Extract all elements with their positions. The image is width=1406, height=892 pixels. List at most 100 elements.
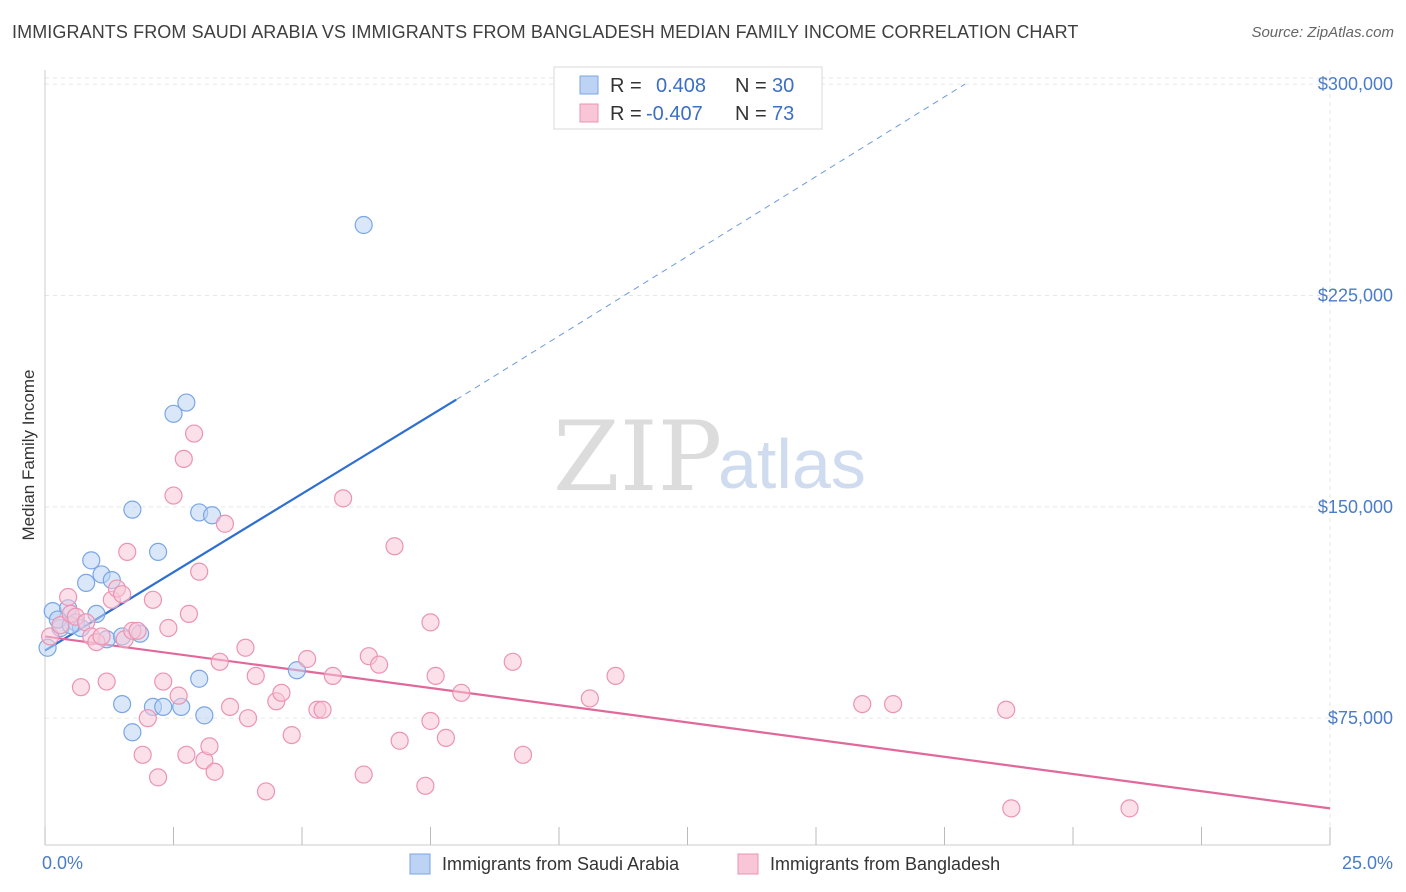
saudi-point-21 bbox=[202, 506, 222, 525]
bangladesh-point-9 bbox=[92, 627, 111, 646]
legend-n-value-1: 30 bbox=[772, 75, 794, 97]
bangladesh-point-21 bbox=[148, 768, 168, 787]
bangladesh-point-35 bbox=[215, 514, 234, 533]
y-tick-label-2: $225,000 bbox=[1318, 285, 1393, 305]
bottom-legend-swatch-saudi bbox=[409, 853, 431, 875]
bangladesh-point-13 bbox=[112, 585, 132, 604]
bangladesh-point-17 bbox=[128, 621, 147, 640]
bangladesh-point-20 bbox=[143, 590, 163, 609]
series-bangladesh-points bbox=[41, 424, 1139, 818]
legend-swatch-bangladesh bbox=[579, 103, 599, 123]
legend-box: R = 0.408 N = 30 R = -0.407 N = 73 bbox=[553, 66, 823, 130]
bangladesh-point-58 bbox=[436, 728, 456, 748]
bangladesh-point-30 bbox=[190, 562, 209, 581]
bangladesh-point-68 bbox=[1120, 799, 1139, 818]
bangladesh-point-51 bbox=[370, 655, 389, 674]
saudi-point-17 bbox=[148, 542, 168, 562]
watermark-atlas: atlas bbox=[718, 425, 866, 503]
bangladesh-point-27 bbox=[177, 745, 196, 764]
saudi-point-15 bbox=[123, 500, 142, 519]
bangladesh-point-42 bbox=[272, 683, 291, 702]
y-tick-labels: $75,000 $150,000 $225,000 $300,000 bbox=[1318, 74, 1393, 728]
bangladesh-point-55 bbox=[421, 711, 440, 731]
bottom-legend-swatch-bangladesh bbox=[737, 853, 759, 875]
bangladesh-point-49 bbox=[354, 765, 373, 784]
y-axis-label: Median Family Income bbox=[19, 369, 38, 540]
bottom-legend-label-saudi: Immigrants from Saudi Arabia bbox=[442, 854, 680, 874]
saudi-point-28 bbox=[195, 706, 214, 725]
bangladesh-point-26 bbox=[174, 449, 193, 469]
bangladesh-point-67 bbox=[997, 700, 1016, 719]
bangladesh-point-56 bbox=[421, 613, 440, 632]
bangladesh-point-10 bbox=[97, 672, 116, 691]
bangladesh-point-44 bbox=[298, 649, 317, 669]
saudi-point-23 bbox=[123, 723, 142, 742]
bangladesh-point-2 bbox=[59, 587, 78, 607]
chart-title: IMMIGRANTS FROM SAUDI ARABIA VS IMMIGRAN… bbox=[12, 22, 1079, 42]
bangladesh-point-7 bbox=[71, 678, 91, 697]
bangladesh-point-48 bbox=[334, 489, 353, 508]
bangladesh-point-1 bbox=[51, 616, 70, 635]
saudi-point-30 bbox=[354, 215, 373, 235]
legend-r-label-2: R = bbox=[610, 103, 642, 125]
saudi-point-8 bbox=[82, 551, 101, 570]
bangladesh-point-34 bbox=[210, 652, 229, 671]
trend-line-bangladesh bbox=[44, 635, 1331, 810]
bangladesh-point-32 bbox=[200, 737, 219, 756]
saudi-point-25 bbox=[154, 697, 173, 717]
bangladesh-point-52 bbox=[385, 537, 404, 556]
legend-swatch-saudi bbox=[579, 75, 599, 95]
saudi-point-19 bbox=[177, 393, 196, 412]
bangladesh-point-33 bbox=[205, 762, 224, 781]
legend-frame bbox=[553, 66, 823, 130]
bangladesh-point-65 bbox=[883, 694, 903, 714]
bangladesh-point-53 bbox=[390, 731, 409, 750]
saudi-point-29 bbox=[287, 661, 306, 680]
bangladesh-point-57 bbox=[426, 666, 445, 686]
y-tick-label-1: $150,000 bbox=[1318, 497, 1393, 517]
legend-n-label-2: N = bbox=[735, 103, 767, 125]
bangladesh-point-63 bbox=[606, 666, 625, 686]
bangladesh-point-39 bbox=[246, 666, 265, 686]
bangladesh-point-0 bbox=[41, 627, 60, 646]
bangladesh-point-36 bbox=[220, 697, 240, 717]
bangladesh-point-23 bbox=[159, 618, 178, 638]
bangladesh-point-18 bbox=[133, 745, 152, 764]
bangladesh-point-29 bbox=[184, 424, 204, 443]
bangladesh-point-59 bbox=[452, 683, 471, 702]
bangladesh-point-66 bbox=[1002, 799, 1021, 818]
bottom-legend: Immigrants from Saudi Arabia Immigrants … bbox=[409, 853, 1000, 875]
saudi-point-27 bbox=[190, 669, 209, 688]
bangladesh-point-61 bbox=[513, 745, 533, 764]
legend-r-label-1: R = bbox=[610, 75, 642, 97]
bangladesh-point-47 bbox=[323, 666, 342, 686]
x-tick-label-1: 25.0% bbox=[1342, 853, 1393, 873]
legend-r-value-2: -0.407 bbox=[646, 103, 703, 125]
legend-r-value-1: 0.408 bbox=[656, 75, 706, 97]
watermark: ZIP atlas bbox=[553, 401, 866, 513]
saudi-point-18 bbox=[164, 404, 183, 423]
trend-line-saudi-extension bbox=[455, 83, 966, 401]
y-tick-label-3: $300,000 bbox=[1318, 74, 1393, 94]
axes bbox=[44, 70, 1331, 846]
bangladesh-point-37 bbox=[236, 638, 255, 657]
bangladesh-point-25 bbox=[169, 686, 188, 705]
bangladesh-point-28 bbox=[179, 604, 199, 624]
bangladesh-point-19 bbox=[138, 709, 157, 728]
chart-source: Source: ZipAtlas.com bbox=[1251, 24, 1394, 41]
saudi-point-22 bbox=[112, 694, 132, 714]
bangladesh-point-22 bbox=[154, 672, 173, 691]
bangladesh-point-64 bbox=[853, 694, 872, 714]
watermark-zip: ZIP bbox=[553, 401, 722, 513]
bangladesh-point-38 bbox=[238, 709, 258, 728]
legend-n-value-2: 73 bbox=[772, 103, 794, 125]
bangladesh-point-24 bbox=[164, 486, 183, 505]
bangladesh-point-40 bbox=[256, 782, 276, 801]
trend-line-saudi bbox=[44, 398, 457, 652]
saudi-point-9 bbox=[77, 573, 96, 593]
bangladesh-point-54 bbox=[416, 776, 435, 795]
legend-n-label-1: N = bbox=[735, 75, 767, 97]
bottom-legend-label-bangladesh: Immigrants from Bangladesh bbox=[770, 854, 1000, 874]
bangladesh-point-15 bbox=[118, 542, 137, 562]
